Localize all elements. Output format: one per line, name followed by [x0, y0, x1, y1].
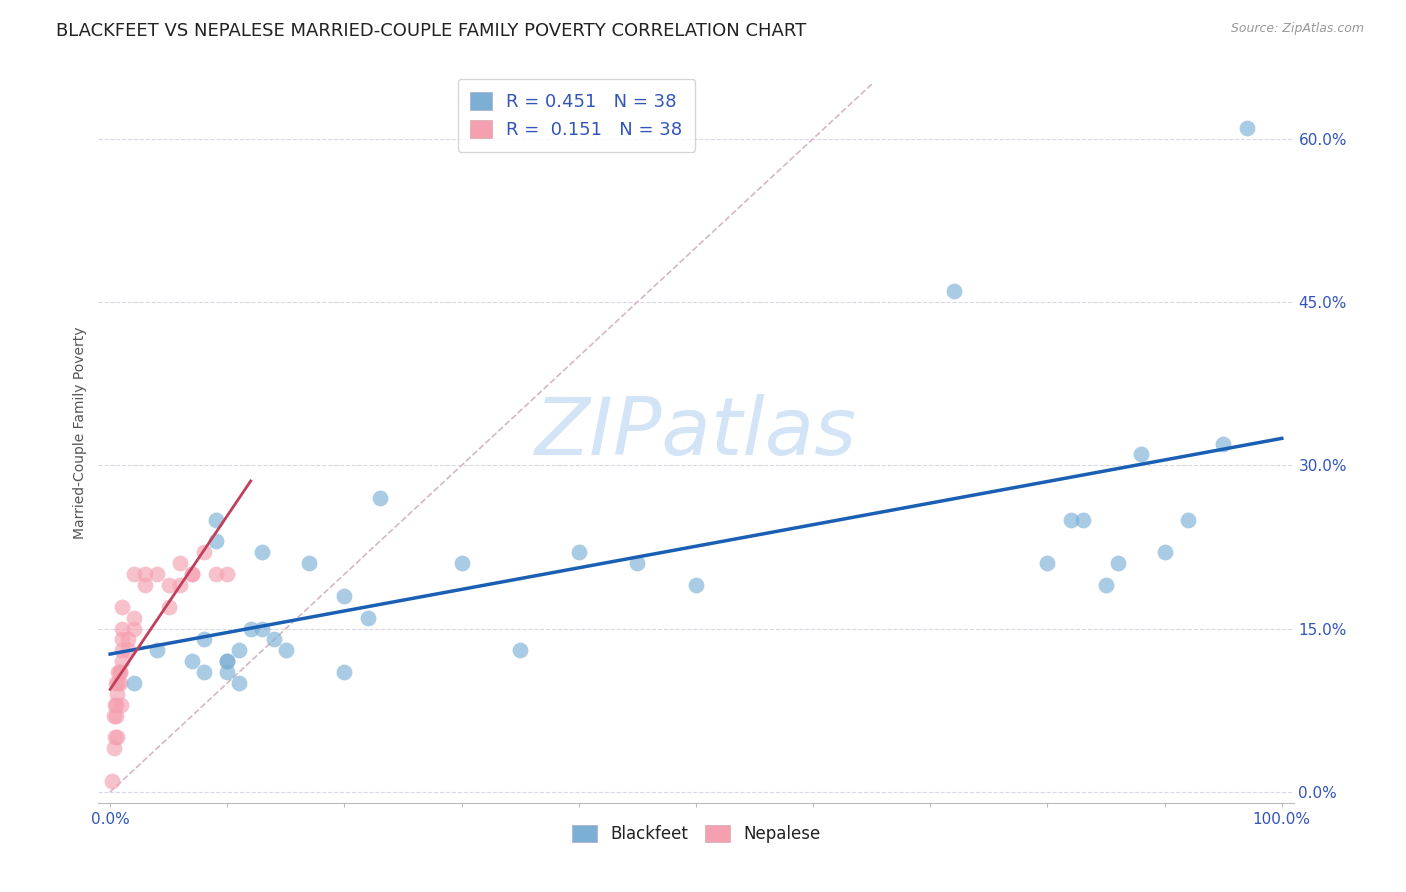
Point — [204, 567, 226, 582]
Point — [252, 622, 274, 636]
Point — [1071, 513, 1094, 527]
Point — [357, 611, 380, 625]
Point — [103, 708, 125, 723]
Point — [107, 665, 129, 680]
Point — [169, 556, 191, 570]
Point — [626, 556, 648, 570]
Point — [105, 687, 128, 701]
Point — [157, 599, 180, 614]
Point — [193, 545, 215, 559]
Point — [105, 676, 128, 690]
Point — [181, 567, 204, 582]
Point — [1036, 556, 1059, 570]
Point — [105, 708, 128, 723]
Point — [1130, 447, 1153, 461]
Point — [252, 545, 274, 559]
Point — [217, 654, 239, 668]
Point — [105, 731, 128, 745]
Point — [105, 698, 128, 712]
Point — [228, 643, 250, 657]
Point — [108, 665, 131, 680]
Point — [1060, 513, 1083, 527]
Point — [146, 567, 169, 582]
Point — [181, 654, 204, 668]
Point — [942, 284, 965, 298]
Point — [217, 665, 239, 680]
Point — [217, 654, 239, 668]
Point — [104, 698, 127, 712]
Point — [108, 676, 131, 690]
Point — [111, 632, 134, 647]
Point — [204, 513, 226, 527]
Point — [333, 665, 356, 680]
Point — [1095, 578, 1118, 592]
Point — [107, 676, 129, 690]
Point — [104, 731, 127, 745]
Text: BLACKFEET VS NEPALESE MARRIED-COUPLE FAMILY POVERTY CORRELATION CHART: BLACKFEET VS NEPALESE MARRIED-COUPLE FAM… — [56, 22, 807, 40]
Point — [263, 632, 285, 647]
Point — [110, 698, 132, 712]
Point — [193, 632, 215, 647]
Point — [1153, 545, 1175, 559]
Point — [228, 676, 250, 690]
Point — [111, 599, 134, 614]
Point — [298, 556, 321, 570]
Point — [333, 589, 356, 603]
Point — [568, 545, 591, 559]
Text: Source: ZipAtlas.com: Source: ZipAtlas.com — [1230, 22, 1364, 36]
Point — [204, 534, 226, 549]
Point — [157, 578, 180, 592]
Point — [111, 622, 134, 636]
Point — [117, 632, 139, 647]
Point — [1236, 120, 1258, 135]
Point — [193, 665, 215, 680]
Point — [368, 491, 391, 505]
Point — [134, 578, 156, 592]
Point — [117, 643, 139, 657]
Point — [108, 665, 131, 680]
Text: ZIPatlas: ZIPatlas — [534, 393, 858, 472]
Point — [122, 611, 145, 625]
Point — [111, 654, 134, 668]
Point — [122, 676, 145, 690]
Point — [685, 578, 707, 592]
Point — [122, 567, 145, 582]
Point — [450, 556, 472, 570]
Point — [181, 567, 204, 582]
Point — [1107, 556, 1129, 570]
Legend: Blackfeet, Nepalese: Blackfeet, Nepalese — [565, 819, 827, 850]
Point — [134, 567, 156, 582]
Point — [217, 567, 239, 582]
Point — [1177, 513, 1199, 527]
Point — [169, 578, 191, 592]
Point — [101, 774, 124, 789]
Point — [111, 643, 134, 657]
Y-axis label: Married-Couple Family Poverty: Married-Couple Family Poverty — [73, 326, 87, 539]
Point — [103, 741, 125, 756]
Point — [122, 622, 145, 636]
Point — [1212, 436, 1234, 450]
Point — [509, 643, 531, 657]
Point — [146, 643, 169, 657]
Point — [239, 622, 262, 636]
Point — [274, 643, 297, 657]
